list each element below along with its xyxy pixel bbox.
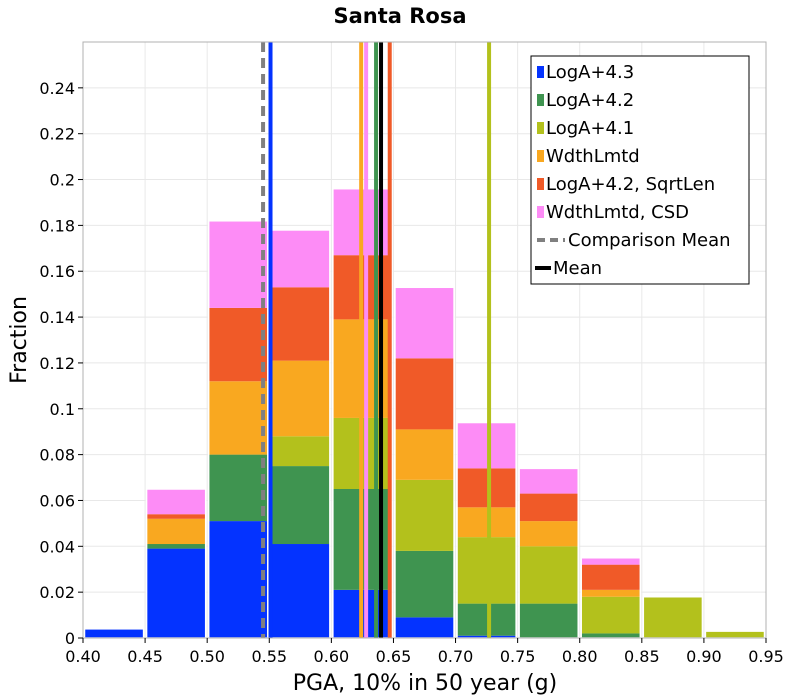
y-tick-label: 0.18 xyxy=(39,216,75,235)
x-tick-label: 0.40 xyxy=(65,647,101,666)
y-tick-label: 0.04 xyxy=(39,537,75,556)
y-tick-label: 0.14 xyxy=(39,308,75,327)
bar-segment xyxy=(519,546,579,604)
bar-segment xyxy=(394,550,455,618)
legend-label: LogA+4.2 xyxy=(546,90,634,111)
y-tick-label: 0.1 xyxy=(50,400,75,419)
y-tick-label: 0 xyxy=(65,629,75,648)
y-tick-label: 0.02 xyxy=(39,583,75,602)
y-tick-label: 0.24 xyxy=(39,79,75,98)
bar-segment xyxy=(581,589,641,597)
plot-frame xyxy=(82,41,767,639)
legend-label: WdthLmtd xyxy=(546,146,640,167)
x-tick-label: 0.95 xyxy=(748,647,784,666)
bar-segment xyxy=(146,489,206,515)
bar-segment xyxy=(208,307,268,382)
legend-label: LogA+4.2, SqrtLen xyxy=(546,174,715,195)
bar-segment xyxy=(581,596,641,634)
bar-segment xyxy=(270,229,330,288)
bar-segment xyxy=(519,493,579,522)
legend-box xyxy=(530,55,750,285)
x-tick-label: 0.70 xyxy=(438,647,474,666)
bar-segment xyxy=(208,521,268,638)
y-tick-label: 0.22 xyxy=(39,125,75,144)
bar-segment xyxy=(270,436,330,467)
bar-segment xyxy=(146,518,206,545)
bar-segment xyxy=(581,564,641,590)
bar-segment xyxy=(581,633,641,638)
y-tick-label: 0.16 xyxy=(39,262,75,281)
bar-segment xyxy=(270,287,330,361)
bar-segment xyxy=(519,468,579,494)
mean-lines xyxy=(261,42,492,638)
x-tick-label: 0.65 xyxy=(376,647,412,666)
bar-segment xyxy=(208,381,268,455)
bar-segment xyxy=(146,544,206,549)
x-tick-label: 0.75 xyxy=(500,647,536,666)
bar-segment xyxy=(519,521,579,547)
y-tick-label: 0.12 xyxy=(39,354,75,373)
y-tick-label: 0.08 xyxy=(39,446,75,465)
legend-swatch xyxy=(537,94,544,106)
bar-segment xyxy=(270,466,330,545)
legend-swatch xyxy=(537,150,544,162)
bar-segment xyxy=(270,360,330,437)
bar-segment xyxy=(581,557,641,565)
bar-segment xyxy=(394,429,455,480)
bar-segment xyxy=(519,603,579,638)
x-tick-label: 0.50 xyxy=(189,647,225,666)
legend-label: Comparison Mean xyxy=(568,230,731,251)
legend-swatch xyxy=(537,66,544,78)
y-axis-ticks: 0 0.02 0.04 0.06 0.08 0.1 0.12 0.14 0.16 0.18 0.2 0… xyxy=(39,79,83,648)
bar-segment xyxy=(394,479,455,551)
bar-segment xyxy=(208,220,268,308)
y-axis-label: Fraction xyxy=(7,296,32,384)
bar-segment xyxy=(457,468,517,508)
bar-segment xyxy=(643,596,703,638)
x-tick-label: 0.80 xyxy=(562,647,598,666)
legend-swatch xyxy=(537,122,544,134)
bar-segment xyxy=(457,537,517,604)
legend-label: Mean xyxy=(553,258,602,279)
bar-segment xyxy=(457,635,517,638)
bar-segment xyxy=(146,548,206,638)
x-tick-label: 0.60 xyxy=(314,647,350,666)
bar-segment xyxy=(146,514,206,519)
legend-swatch xyxy=(537,206,544,218)
bar-segment xyxy=(457,603,517,636)
bar-segment xyxy=(457,422,517,469)
bar-segment xyxy=(394,358,455,430)
y-tick-label: 0.06 xyxy=(39,491,75,510)
x-tick-label: 0.85 xyxy=(624,647,660,666)
legend-swatch xyxy=(537,178,544,190)
bar-segment xyxy=(84,628,144,638)
y-tick-label: 0.2 xyxy=(50,171,75,190)
bar-segment xyxy=(394,617,455,638)
x-tick-label: 0.55 xyxy=(251,647,287,666)
legend-label: LogA+4.1 xyxy=(546,118,634,139)
bar-segment xyxy=(208,454,268,522)
x-axis-ticks: 0.40 0.45 0.50 0.55 0.60 0.65 0.70 0.75 0.80 0.85… xyxy=(65,638,784,666)
x-tick-label: 0.90 xyxy=(686,647,722,666)
bar-segment xyxy=(394,287,455,359)
bar-segment xyxy=(705,631,765,638)
chart-title: Santa Rosa xyxy=(333,4,466,28)
legend: LogA+4.3 LogA+4.2 LogA+4.1 WdthLmtd LogA+4.2… xyxy=(530,55,750,285)
bar-segment xyxy=(270,544,330,638)
legend-label: LogA+4.3 xyxy=(546,62,634,83)
x-axis-label: PGA, 10% in 50 year (g) xyxy=(293,671,557,696)
legend-label: WdthLmtd, CSD xyxy=(546,202,689,223)
bar-segment xyxy=(457,507,517,538)
x-tick-label: 0.45 xyxy=(127,647,163,666)
